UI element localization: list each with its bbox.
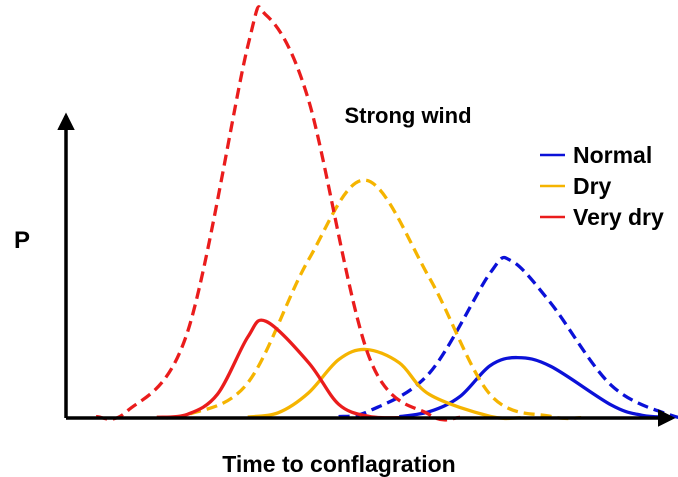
- x-axis-label: Time to conflagration: [222, 451, 455, 477]
- curve-normal-solid: [399, 355, 673, 420]
- curve-dry-solid: [247, 347, 521, 421]
- curve-very-dry-solid: [156, 318, 400, 420]
- curve-dry-dashed: [156, 178, 582, 421]
- legend-label-normal: Normal: [573, 142, 652, 168]
- legend-label-very-dry: Very dry: [573, 204, 664, 230]
- legend: Normal Dry Very dry: [540, 142, 664, 230]
- legend-label-dry: Dry: [573, 173, 612, 199]
- annotation-strong-wind: Strong wind: [344, 103, 471, 128]
- plot-area: [96, 5, 678, 422]
- y-axis-label: P: [14, 227, 30, 254]
- curve-normal-dashed: [338, 255, 678, 419]
- curve-very-dry-dashed: [96, 5, 461, 422]
